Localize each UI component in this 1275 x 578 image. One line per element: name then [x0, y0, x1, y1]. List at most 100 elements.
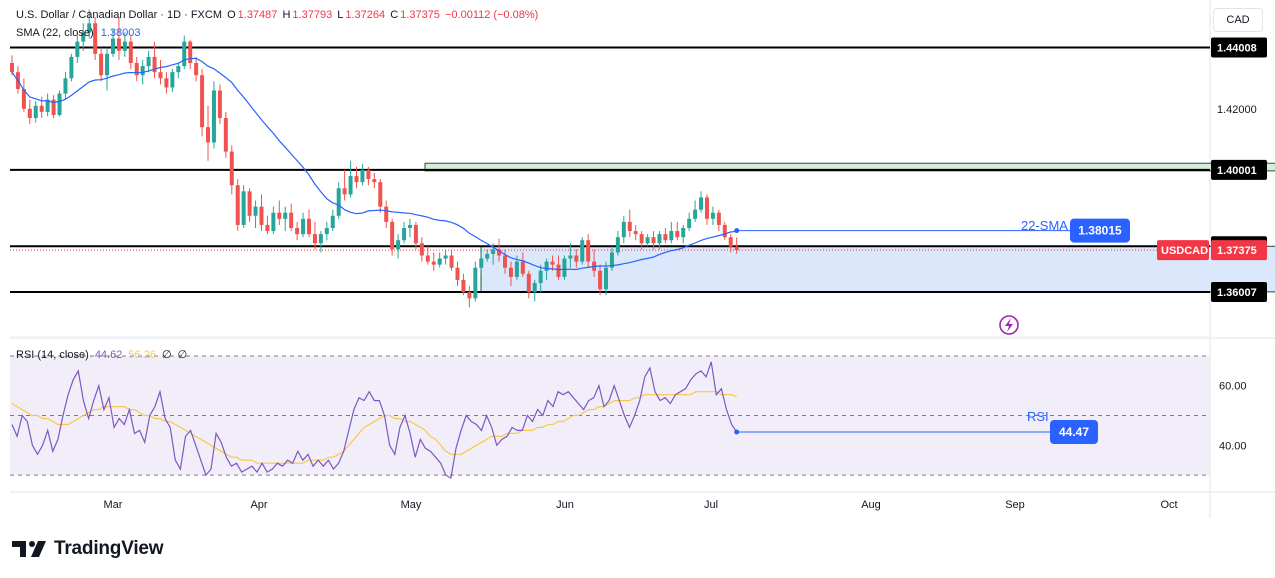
candle-body: [110, 38, 115, 54]
price-axis[interactable]: 1.420001.440081.400011.375021.36007USDCA…: [1157, 37, 1267, 452]
candle-body: [556, 264, 561, 277]
sma-value-badge: [1070, 218, 1130, 243]
candle-body: [473, 267, 478, 299]
rsi-legend-extra2: ∅: [177, 349, 188, 361]
candle-body: [229, 151, 234, 186]
candle-body: [402, 228, 407, 241]
candle-body: [520, 261, 525, 274]
candle-body: [312, 234, 317, 244]
sma-value-label: 1.38015: [1078, 224, 1122, 238]
candle-body: [342, 188, 347, 195]
candle-body: [366, 169, 371, 180]
rsi-line: [11, 361, 738, 480]
candle-body: [253, 206, 258, 216]
candle-body: [134, 63, 139, 76]
high-value: 1.37793: [292, 9, 333, 21]
symbol-title[interactable]: U.S. Dollar / Canadian Dollar · 1D · FXC…: [16, 9, 223, 21]
candle-body: [128, 41, 133, 63]
candle-body: [223, 118, 228, 152]
rsi-tick-label: 40.00: [1219, 440, 1247, 452]
rsi-ma-line: [11, 391, 737, 464]
candle-body: [105, 53, 110, 76]
level-price-label: 1.44008: [1217, 42, 1257, 54]
level-price-badge: [1211, 37, 1267, 58]
candle-body: [413, 224, 418, 244]
low-label: L: [337, 9, 344, 21]
candle-body: [158, 72, 163, 79]
candle-body: [437, 258, 442, 265]
price-tick-label: 1.42000: [1217, 104, 1257, 116]
candle-body: [722, 224, 727, 238]
open-label: O: [227, 9, 236, 21]
candle-body: [378, 182, 383, 207]
candle-body: [39, 105, 44, 112]
candle-body: [360, 169, 365, 183]
candle-body: [170, 72, 175, 88]
candle-body: [217, 90, 222, 118]
month-label: Aug: [861, 499, 881, 511]
candle-body: [206, 127, 211, 143]
month-label: Jun: [556, 499, 574, 511]
tradingview-logo[interactable]: TradingView: [12, 538, 164, 560]
candle-body: [194, 63, 199, 76]
candle-body: [651, 237, 656, 244]
month-label: May: [401, 499, 422, 511]
sma-legend[interactable]: SMA (22, close) 1.38003: [16, 27, 140, 39]
candle-body: [455, 267, 460, 280]
candle-body: [307, 218, 311, 235]
last-price-label: 1.37375: [1217, 245, 1257, 257]
candle-body: [164, 78, 169, 88]
change-value: −0.00112 (−0.08%): [444, 9, 539, 21]
candle-body: [396, 240, 401, 250]
candle-body: [681, 228, 686, 238]
candle-body: [188, 41, 193, 63]
candle-body: [479, 258, 484, 268]
candle-body: [508, 267, 513, 277]
candle-body: [384, 206, 389, 222]
candle-body: [10, 63, 14, 73]
time-axis[interactable]: Mar Apr May Jun Jul Aug Sep Oct: [104, 499, 1178, 511]
candle-body: [544, 261, 549, 271]
open-value: 1.37487: [237, 9, 278, 21]
brand-name: TradingView: [54, 538, 164, 559]
candle-body: [99, 53, 104, 76]
level-price-badge: [1211, 159, 1267, 180]
level-price-badge: [1211, 281, 1267, 302]
candle-body: [122, 41, 127, 51]
candle-body: [633, 231, 638, 235]
candle-body: [390, 221, 395, 250]
currency-button[interactable]: CAD: [1213, 8, 1263, 32]
candle-body: [609, 252, 614, 268]
candle-body: [734, 246, 739, 250]
sma-legend-label: SMA (22, close): [16, 27, 94, 39]
candle-body: [200, 75, 205, 128]
lightning-icon-bolt: [1005, 318, 1013, 332]
candle-body: [235, 185, 240, 225]
candle-body: [461, 279, 466, 293]
candle-body: [259, 206, 264, 225]
rsi-legend-extra1: ∅: [162, 349, 172, 361]
horizontal-levels[interactable]: [10, 46, 1210, 293]
candle-body: [710, 212, 715, 219]
candle-body: [324, 228, 329, 235]
candle-body: [663, 234, 668, 241]
close-value: 1.37375: [400, 9, 440, 21]
candle-body: [419, 243, 424, 256]
candle-body: [645, 237, 650, 244]
chart-zones: [424, 162, 1275, 293]
sma-22-line: [11, 57, 737, 271]
candle-body: [336, 188, 341, 216]
high-label: H: [282, 9, 291, 21]
candle-body: [348, 176, 353, 195]
rsi-value-badge: [1050, 420, 1098, 445]
candle-body: [699, 197, 704, 210]
candle-body: [693, 209, 698, 219]
level-price-label: 1.36007: [1217, 287, 1257, 299]
candle-body: [621, 221, 626, 238]
rsi-legend[interactable]: RSI (14, close) 44.62 56.26 ∅ ∅: [16, 348, 187, 361]
candle-body: [318, 234, 323, 244]
candle-body: [580, 240, 585, 262]
candle-body: [704, 197, 709, 219]
candle-body: [265, 224, 270, 232]
